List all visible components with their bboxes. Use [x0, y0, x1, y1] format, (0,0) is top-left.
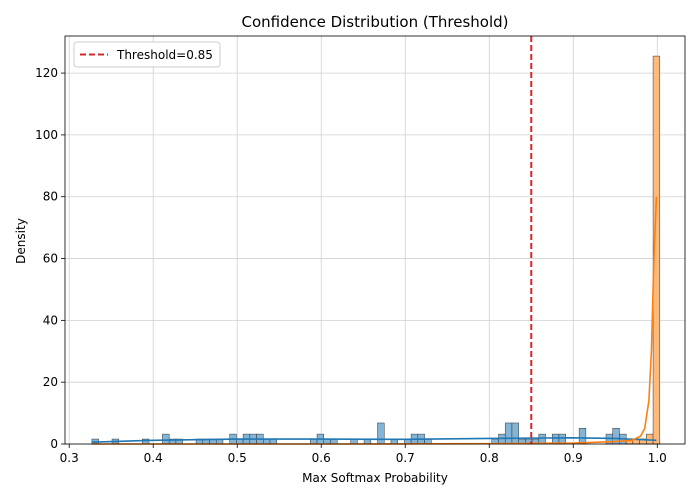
y-tick-label: 0 [50, 437, 58, 451]
histogram-bar [377, 422, 385, 445]
legend: Threshold=0.85 [73, 41, 221, 68]
y-tick-label: 20 [43, 375, 58, 389]
x-tick-label: 0.4 [144, 451, 163, 465]
x-tick-label: 0.6 [312, 451, 331, 465]
y-axis-label: Density [14, 218, 28, 264]
y-axis-ticks: 0 20 40 60 80 100 120 [35, 66, 65, 451]
chart-title: Confidence Distribution (Threshold) [241, 13, 508, 31]
x-tick-label: 0.5 [228, 451, 247, 465]
x-tick-label: 1.0 [648, 451, 667, 465]
legend-threshold-label: Threshold=0.85 [116, 48, 213, 62]
histogram-bar [646, 433, 654, 445]
histogram-bar [578, 427, 587, 445]
plot-frame [64, 35, 686, 445]
x-axis-ticks: 0.3 0.4 0.5 0.6 0.7 0.8 0.9 1.0 [60, 444, 667, 465]
y-tick-label: 60 [43, 252, 58, 266]
legend-box [73, 41, 221, 68]
y-tick-label: 100 [35, 128, 58, 142]
y-tick-label: 40 [43, 313, 58, 327]
x-tick-label: 0.9 [564, 451, 583, 465]
y-tick-label: 80 [43, 190, 58, 204]
histogram-bar [162, 433, 170, 445]
x-axis-label: Max Softmax Probability [302, 471, 448, 485]
histogram-bars [91, 55, 661, 445]
histogram-bar [504, 422, 513, 445]
x-tick-label: 0.8 [480, 451, 499, 465]
x-tick-label: 0.7 [396, 451, 415, 465]
grid [65, 36, 685, 445]
x-tick-label: 0.3 [60, 451, 79, 465]
kde-line [91, 437, 657, 443]
y-tick-label: 120 [35, 66, 58, 80]
histogram-bar [511, 422, 519, 445]
